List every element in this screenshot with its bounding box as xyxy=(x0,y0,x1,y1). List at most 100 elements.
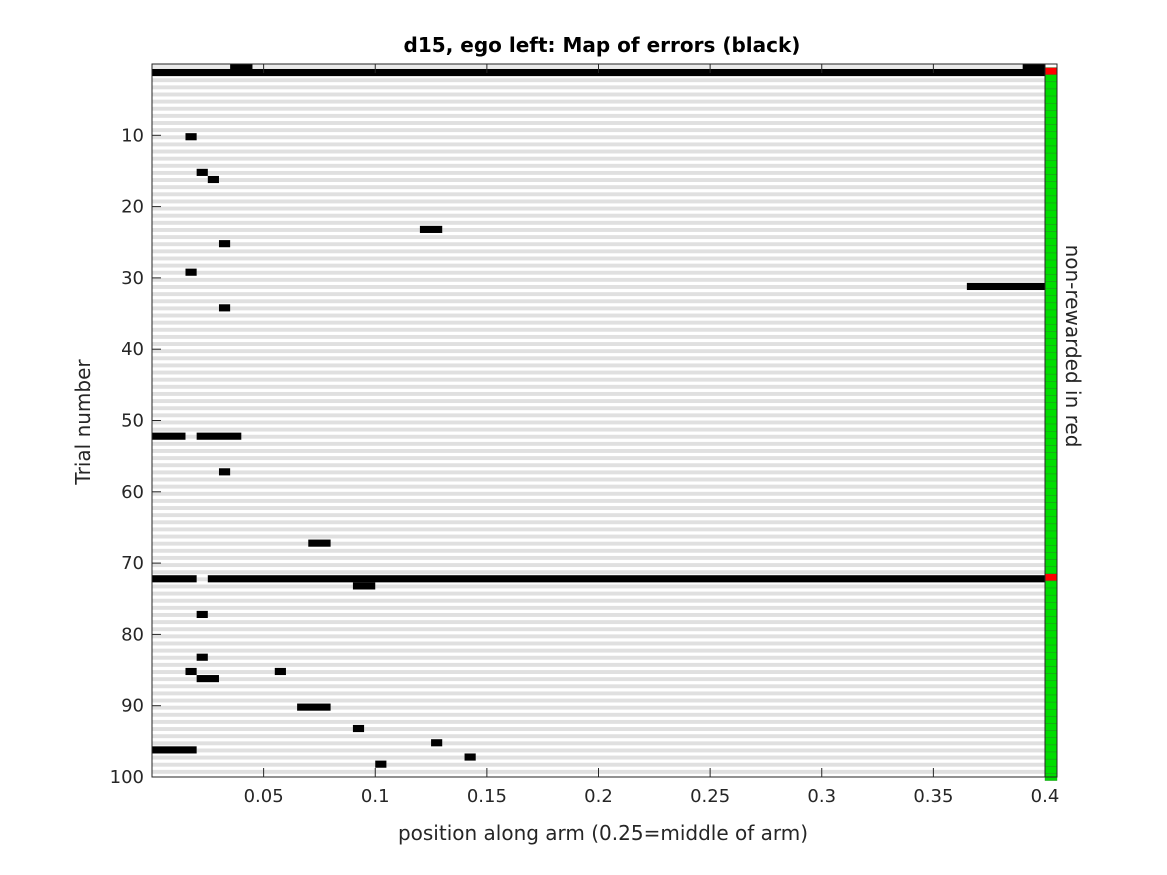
trial-row-stripe xyxy=(152,156,1045,161)
rewarded-trial-cell xyxy=(1044,110,1058,118)
rewarded-trial-cell xyxy=(1044,81,1058,90)
trial-row-stripe xyxy=(152,99,1045,104)
error-mark xyxy=(297,703,331,711)
reward-status-strip xyxy=(1044,63,1058,781)
rewarded-trial-cell xyxy=(1044,609,1058,617)
chart-title: d15, ego left: Map of errors (black) xyxy=(404,33,801,57)
rewarded-trial-cell xyxy=(1044,559,1058,567)
trial-row-stripe xyxy=(152,277,1045,282)
trial-row-stripe xyxy=(152,420,1045,425)
rewarded-trial-cell xyxy=(1044,231,1058,239)
rewarded-trial-cell xyxy=(1044,630,1058,639)
trial-row-stripe xyxy=(152,734,1045,739)
trial-row-stripe xyxy=(152,441,1045,446)
trial-row-stripe xyxy=(152,113,1045,118)
rewarded-trial-cell xyxy=(1044,117,1058,125)
trial-row-stripe xyxy=(152,641,1045,646)
rewarded-trial-cell xyxy=(1044,502,1058,510)
rewarded-trial-cell xyxy=(1044,566,1058,574)
trial-row-stripe xyxy=(152,727,1045,732)
trial-row-stripe xyxy=(152,106,1045,111)
error-mark xyxy=(352,724,365,733)
error-mark xyxy=(196,675,219,683)
rewarded-trial-cell xyxy=(1044,587,1058,596)
rewarded-trial-cell xyxy=(1044,673,1058,681)
rewarded-trial-cell xyxy=(1044,666,1058,674)
error-mark xyxy=(218,240,231,248)
rewarded-trial-cell xyxy=(1044,594,1058,603)
rewarded-trial-cell xyxy=(1044,359,1058,368)
rewarded-trial-cell xyxy=(1044,160,1058,168)
x-tick-label: 0.4 xyxy=(1031,786,1060,807)
rewarded-trial-cell xyxy=(1044,202,1058,211)
rewarded-trial-cell xyxy=(1044,751,1058,760)
x-tick-label: 0.35 xyxy=(913,786,953,807)
trial-row-stripe xyxy=(152,634,1045,639)
error-mark xyxy=(196,610,208,619)
non-rewarded-trial-cell xyxy=(1044,573,1058,582)
trial-row-stripe xyxy=(152,178,1045,183)
rewarded-trial-cell xyxy=(1044,388,1058,396)
trial-row-stripe xyxy=(152,484,1045,489)
x-axis-label: position along arm (0.25=middle of arm) xyxy=(398,821,808,845)
error-mark xyxy=(274,667,286,676)
trial-row-stripe xyxy=(152,399,1045,404)
rewarded-trial-cell xyxy=(1044,217,1058,225)
rewarded-trial-cell xyxy=(1044,309,1058,318)
trial-row-stripe xyxy=(152,306,1045,311)
trial-row-stripe xyxy=(152,299,1045,304)
y-tick-label: 50 xyxy=(121,411,144,432)
x-tick-label: 0.15 xyxy=(467,786,507,807)
rewarded-trial-cell xyxy=(1044,103,1058,111)
rewarded-trial-cell xyxy=(1044,602,1058,610)
x-tick-label: 0.2 xyxy=(584,786,613,807)
trial-row-stripe xyxy=(152,705,1045,710)
trial-row-stripe xyxy=(152,391,1045,396)
rewarded-trial-cell xyxy=(1044,252,1058,261)
y-tick-label: 90 xyxy=(121,696,144,717)
rewarded-trial-cell xyxy=(1044,224,1058,232)
trial-row-stripe xyxy=(152,498,1045,503)
y-tick-label: 70 xyxy=(121,553,144,574)
axes: 0.05 0.1 0.15 0.2 0.25 0.3 0.35 0.4 10 20 30 40 50 60… xyxy=(110,63,1060,807)
rewarded-trial-cell xyxy=(1044,616,1058,624)
x-tick-label: 0.1 xyxy=(361,786,390,807)
rewarded-trial-cell xyxy=(1044,331,1058,339)
error-mark xyxy=(218,304,231,312)
rewarded-trial-cell xyxy=(1044,167,1058,175)
rewarded-trial-cell xyxy=(1044,395,1058,403)
rewarded-trial-cell xyxy=(1044,623,1058,632)
x-tick-label: 0.05 xyxy=(244,786,284,807)
error-mark xyxy=(152,746,197,754)
trial-row-stripe xyxy=(152,513,1045,518)
trial-row-stripe xyxy=(152,648,1045,653)
rewarded-trial-cell xyxy=(1044,758,1058,767)
rewarded-trial-cell xyxy=(1044,302,1058,311)
rewarded-trial-cell xyxy=(1044,680,1058,689)
rewarded-trial-cell xyxy=(1044,409,1058,418)
trial-row-stripe xyxy=(152,506,1045,510)
rewarded-trial-cell xyxy=(1044,445,1058,453)
rewarded-trial-cell xyxy=(1044,295,1058,304)
error-mark xyxy=(185,133,197,141)
x-tick-label: 0.3 xyxy=(807,786,836,807)
trial-row-stripe xyxy=(152,121,1045,125)
error-mark xyxy=(152,575,197,583)
trial-row-stripe xyxy=(152,249,1045,254)
trial-row-stripe xyxy=(152,363,1045,368)
trial-row-stripe xyxy=(152,242,1045,247)
trial-row-stripe xyxy=(152,748,1045,753)
rewarded-trial-cell xyxy=(1044,245,1058,254)
rewarded-trial-cell xyxy=(1044,659,1058,667)
rewarded-trial-cell xyxy=(1044,138,1058,147)
rewarded-trial-cell xyxy=(1044,687,1058,696)
rewarded-trial-cell xyxy=(1044,124,1058,132)
rewarded-trial-cell xyxy=(1044,473,1058,482)
rewarded-trial-cell xyxy=(1044,238,1058,247)
error-mark xyxy=(218,468,231,476)
trial-row-stripe xyxy=(152,527,1045,532)
trial-row-stripe xyxy=(152,256,1045,261)
trial-row-stripe xyxy=(152,541,1045,546)
rewarded-trial-cell xyxy=(1044,274,1058,282)
